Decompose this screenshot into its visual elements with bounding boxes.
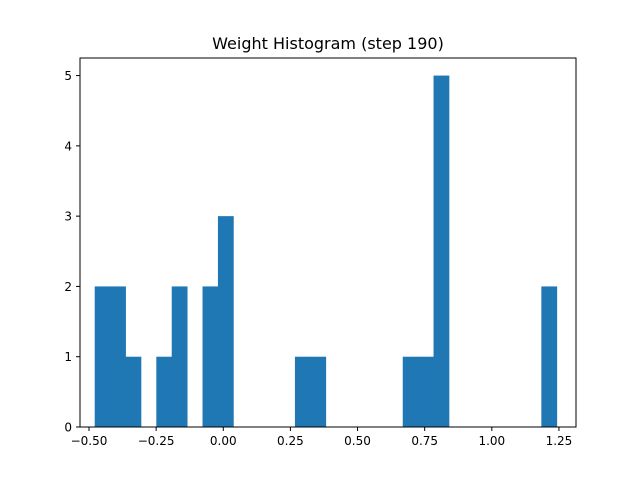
x-tick-label: 0.00 [210, 434, 237, 448]
histogram-bars [94, 75, 558, 427]
histogram-bar [94, 286, 111, 427]
y-axis: 0 1 2 3 4 5 [64, 69, 80, 435]
histogram-bar [402, 356, 419, 427]
histogram-bar [171, 286, 188, 427]
x-tick-label: 1.25 [546, 434, 573, 448]
x-tick-label: 0.50 [344, 434, 371, 448]
x-tick-label: 0.25 [277, 434, 304, 448]
histogram-bar [202, 286, 219, 427]
histogram-bar [433, 75, 450, 427]
histogram-bar [110, 286, 126, 427]
y-tick-label: 5 [64, 69, 72, 83]
histogram-bar [156, 356, 173, 427]
chart-title: Weight Histogram (step 190) [212, 34, 444, 53]
histogram-bar [294, 356, 311, 427]
y-tick-label: 1 [64, 350, 72, 364]
histogram-bar [217, 216, 234, 427]
plot-frame [79, 57, 577, 428]
x-tick-label: −0.25 [138, 434, 175, 448]
y-tick-label: 3 [64, 210, 72, 224]
x-axis: −0.50 −0.25 0.00 0.25 0.50 0.75 1.00 1.25 [71, 427, 573, 448]
histogram-bar [310, 356, 327, 427]
x-tick-label: −0.50 [71, 434, 108, 448]
x-tick-label: 0.75 [411, 434, 438, 448]
histogram-bar [541, 286, 558, 427]
histogram-bar [125, 356, 142, 427]
histogram-bar [418, 356, 434, 427]
y-tick-label: 4 [64, 139, 72, 153]
y-tick-label: 0 [64, 421, 72, 435]
x-tick-label: 1.00 [478, 434, 505, 448]
y-tick-label: 2 [64, 280, 72, 294]
